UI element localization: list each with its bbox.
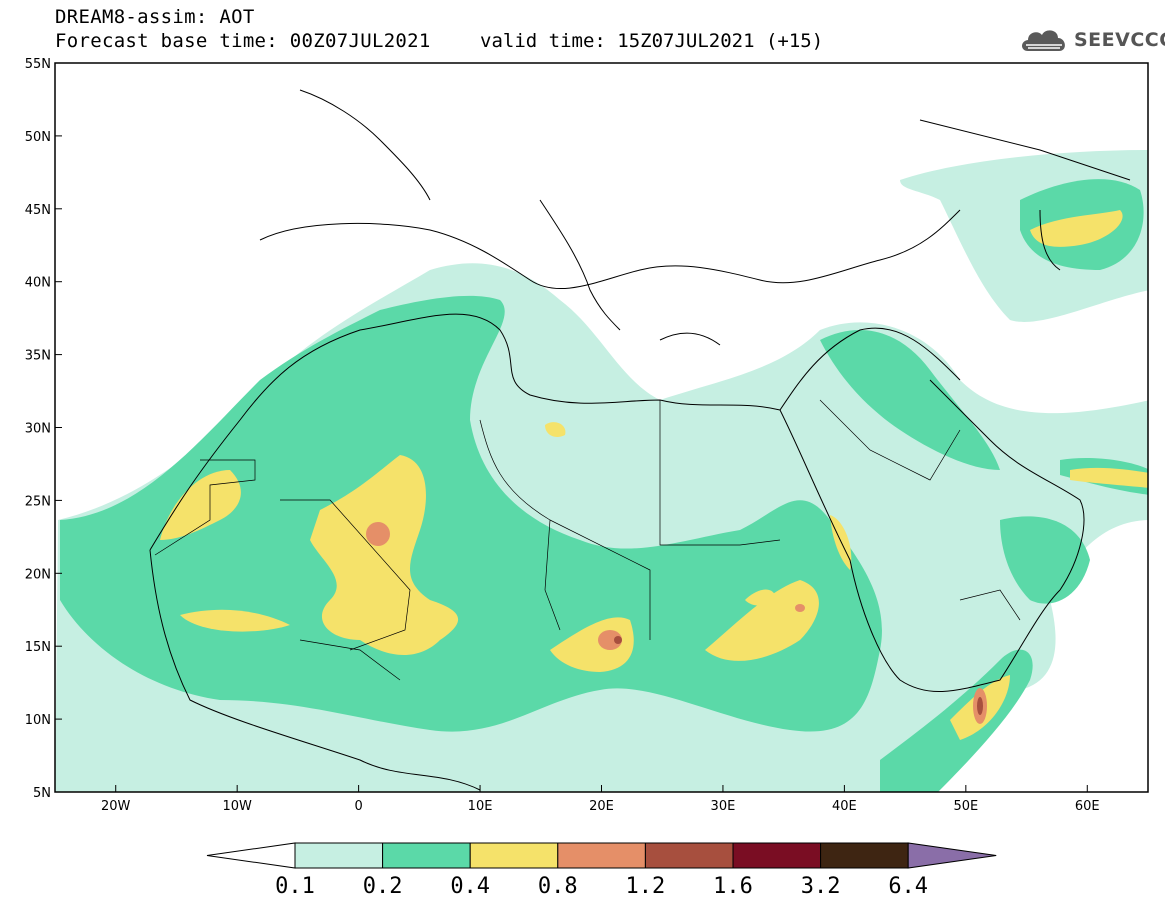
lat-label: 55N bbox=[25, 57, 51, 72]
lat-label: 35N bbox=[25, 349, 51, 364]
colorbar-box bbox=[644, 842, 734, 869]
colorbar-low-triangle bbox=[206, 842, 296, 869]
logo-text: SEEVCCC bbox=[1074, 29, 1165, 51]
valid-time: valid time: 15Z07JUL2021 (+15) bbox=[480, 30, 824, 52]
lat-label: 5N bbox=[33, 786, 51, 801]
cloud-icon bbox=[1022, 30, 1065, 51]
colorbar-boxes bbox=[206, 842, 997, 869]
base-time: Forecast base time: 00Z07JUL2021 bbox=[55, 30, 431, 52]
colorbar-box bbox=[557, 842, 646, 869]
colorbar-box bbox=[732, 842, 822, 869]
colorbar-label: 0.8 bbox=[538, 874, 578, 899]
colorbar-box bbox=[382, 842, 471, 869]
colorbar-labels: 0.1 0.2 0.4 0.8 1.2 1.6 3.2 6.4 bbox=[275, 874, 928, 899]
colorbar-label: 0.1 bbox=[275, 874, 315, 899]
lat-label: 40N bbox=[25, 276, 51, 291]
lat-label: 20N bbox=[25, 567, 51, 582]
lat-label: 50N bbox=[25, 130, 51, 145]
aot-level-1.2 bbox=[614, 636, 983, 715]
lon-label: 30E bbox=[711, 799, 736, 814]
borders bbox=[154, 399, 1021, 681]
lon-label: 20W bbox=[101, 799, 131, 814]
lon-label: 60E bbox=[1075, 799, 1100, 814]
colorbar-high-triangle bbox=[907, 842, 997, 869]
lon-label: 10E bbox=[468, 799, 493, 814]
lon-label: 0 bbox=[354, 799, 362, 814]
colorbar-label: 0.4 bbox=[450, 874, 490, 899]
colorbar-label: 1.2 bbox=[626, 874, 666, 899]
lat-label: 25N bbox=[25, 494, 51, 509]
lat-label: 45N bbox=[25, 203, 51, 218]
lat-label: 15N bbox=[25, 640, 51, 655]
lon-label: 40E bbox=[832, 799, 857, 814]
lon-axis: 20W 10W 0 10E 20E 30E 40E 50E 60E bbox=[101, 785, 1100, 814]
colorbar-box bbox=[469, 842, 559, 869]
colorbar-label: 0.2 bbox=[363, 874, 403, 899]
colorbar-label: 3.2 bbox=[801, 874, 841, 899]
colorbar-box bbox=[820, 842, 909, 869]
colorbar-label: 6.4 bbox=[888, 874, 928, 899]
lat-label: 10N bbox=[25, 713, 51, 728]
lon-label: 10W bbox=[222, 799, 252, 814]
lon-label: 20E bbox=[589, 799, 614, 814]
lat-axis: 55N 50N 45N 40N 35N 30N 25N 20N 15N 10N 5N bbox=[25, 57, 62, 801]
colorbar-box bbox=[294, 842, 384, 869]
coastlines bbox=[149, 89, 1131, 791]
lat-label: 30N bbox=[25, 422, 51, 437]
aot-field bbox=[55, 89, 1148, 792]
lon-label: 50E bbox=[953, 799, 978, 814]
colorbar-label: 1.6 bbox=[713, 874, 753, 899]
seevccc-logo: SEEVCCC bbox=[1018, 22, 1165, 58]
product-title: DREAM8-assim: AOT bbox=[55, 6, 255, 28]
